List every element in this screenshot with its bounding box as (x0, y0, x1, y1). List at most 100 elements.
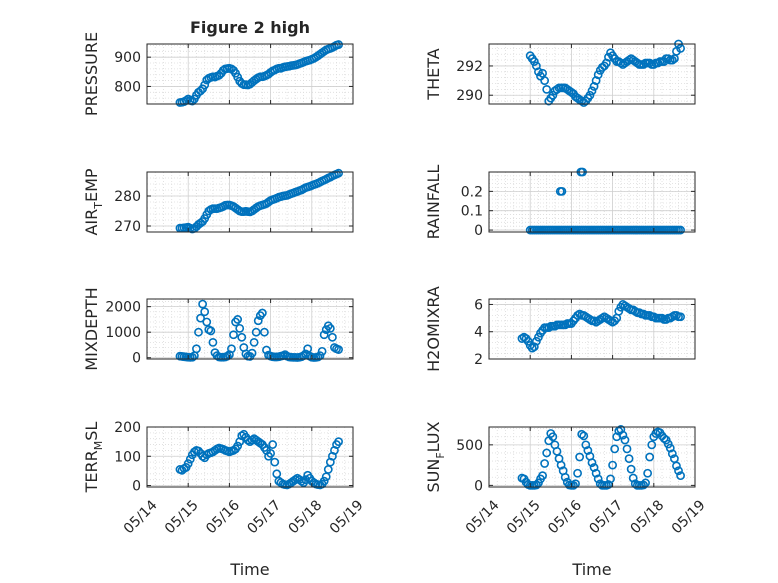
axes-background (489, 172, 695, 232)
data-point (538, 471, 547, 481)
y-tick-label: 2000 (105, 300, 141, 316)
data-point (187, 96, 197, 106)
data-point (227, 344, 236, 354)
data-point (593, 70, 603, 80)
y-tick-label: 4 (474, 325, 483, 341)
data-point (247, 348, 257, 358)
y-label-part: LUX (424, 421, 443, 452)
x-tick-label: 05/19 (669, 497, 709, 537)
data-point (593, 474, 603, 484)
x-tick-label: 05/15 (504, 497, 544, 537)
data-point (257, 308, 267, 318)
data-point (251, 327, 261, 337)
y-tick-label: 6 (474, 297, 483, 313)
series-markers (175, 299, 343, 362)
data-point (589, 463, 599, 472)
x-tick-label: 05/15 (162, 497, 202, 537)
data-point (560, 472, 570, 482)
y-label-part: AIR (82, 209, 101, 236)
data-point (587, 86, 597, 96)
data-point (183, 459, 193, 468)
x-tick-label: 05/18 (286, 497, 326, 537)
y-tick-label: 800 (114, 79, 141, 95)
x-tick-label: 05/14 (121, 497, 161, 537)
data-point (325, 323, 335, 333)
data-point (676, 471, 685, 481)
x-tick-label: 05/17 (586, 497, 626, 537)
y-label-subscript: T (92, 202, 105, 210)
data-point (540, 76, 550, 85)
data-point (237, 332, 247, 342)
series-markers (525, 39, 685, 107)
data-point (529, 342, 539, 352)
data-point (270, 457, 280, 467)
data-point (200, 80, 210, 90)
subplot-h2omixra: 2 4 6 H2OMIXRA (424, 286, 696, 372)
series-markers (525, 167, 685, 235)
data-point (194, 446, 203, 456)
data-point (196, 313, 205, 323)
data-point (616, 425, 626, 434)
data-point (249, 338, 259, 347)
data-point (643, 468, 653, 478)
data-point (579, 431, 589, 441)
y-label-subscript: F (434, 452, 447, 458)
data-point (542, 448, 552, 458)
data-point (676, 225, 685, 235)
data-point (202, 317, 212, 327)
data-point (194, 327, 203, 337)
data-point (260, 327, 269, 337)
data-point (327, 332, 337, 342)
data-point (639, 480, 648, 490)
data-point (569, 480, 578, 490)
y-tick-label: 200 (114, 420, 141, 436)
subplot-terr-msl: 0 100 200 05/14 05/15 05/16 05/17 05/18 05/19 Tim… (82, 420, 367, 579)
data-point (187, 352, 197, 362)
x-tick-label: 05/18 (628, 497, 668, 537)
y-label-part: EMP (82, 168, 101, 202)
data-point (659, 433, 669, 443)
data-point (200, 307, 210, 317)
data-point (624, 454, 634, 464)
data-point (192, 344, 201, 354)
data-point (208, 338, 218, 347)
data-point (556, 460, 566, 470)
data-point (196, 86, 205, 96)
y-label-part: SUN (424, 459, 443, 493)
series-markers (517, 425, 685, 490)
data-point (575, 452, 585, 462)
data-point (233, 315, 243, 324)
data-point (604, 480, 613, 489)
data-point (573, 468, 582, 478)
subplot-rainfall: 0 0.1 0.2 RAINFALL (424, 165, 696, 239)
x-axis-label: Time (229, 560, 269, 579)
y-tick-label: 0.2 (461, 184, 483, 200)
data-point (606, 474, 615, 484)
y-axis-label: PRESSURE (82, 32, 101, 116)
axes-box (146, 171, 354, 233)
data-point (319, 476, 329, 486)
subplot-theta: 290 292 THETA (424, 39, 696, 107)
y-axis-label: THETA (424, 48, 443, 100)
data-point (317, 346, 327, 356)
data-point (674, 466, 683, 476)
data-point (262, 345, 271, 355)
data-point (667, 449, 677, 459)
data-point (645, 452, 655, 462)
y-axis-label: SUNFLUX (424, 421, 447, 492)
data-point (235, 323, 245, 333)
data-point (548, 90, 558, 100)
chart-title: Figure 2 high (190, 18, 310, 37)
data-point (676, 43, 685, 53)
data-point (583, 446, 593, 455)
data-point (198, 299, 208, 309)
data-point (667, 55, 677, 65)
data-point (334, 168, 343, 178)
data-point (608, 460, 617, 470)
data-point (253, 316, 263, 326)
y-axis-label: MIXDEPTH (82, 287, 101, 370)
data-point (534, 67, 543, 77)
series-markers (175, 168, 343, 234)
data-point (676, 312, 685, 322)
